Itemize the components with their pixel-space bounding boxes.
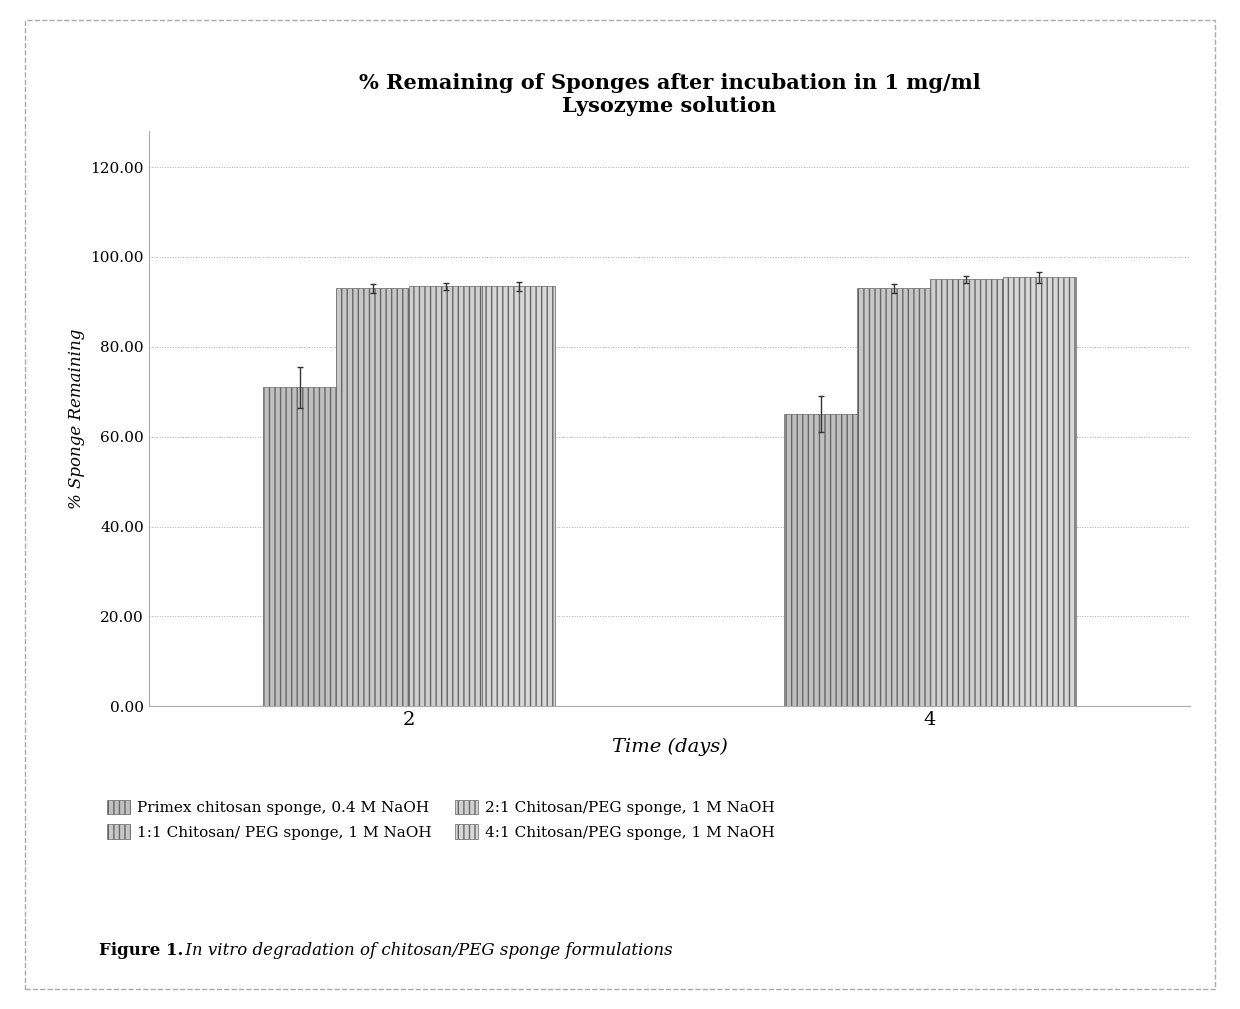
Bar [409,287,482,706]
X-axis label: Time (days): Time (days) [611,738,728,756]
Bar [857,289,930,706]
Bar [263,387,336,706]
Legend: Primex chitosan sponge, 0.4 M NaOH, 1:1 Chitosan/ PEG sponge, 1 M NaOH, 2:1 Chit: Primex chitosan sponge, 0.4 M NaOH, 1:1 … [107,800,775,839]
Text: Figure 1.: Figure 1. [99,941,184,959]
Title: % Remaining of Sponges after incubation in 1 mg/ml
Lysozyme solution: % Remaining of Sponges after incubation … [358,73,981,116]
Bar [784,415,857,706]
Bar [930,279,1003,706]
Text: In vitro degradation of chitosan/PEG sponge formulations: In vitro degradation of chitosan/PEG spo… [180,941,672,959]
Bar [1003,277,1076,706]
Y-axis label: % Sponge Remaining: % Sponge Remaining [68,329,84,509]
Bar [482,287,556,706]
Bar [336,289,409,706]
